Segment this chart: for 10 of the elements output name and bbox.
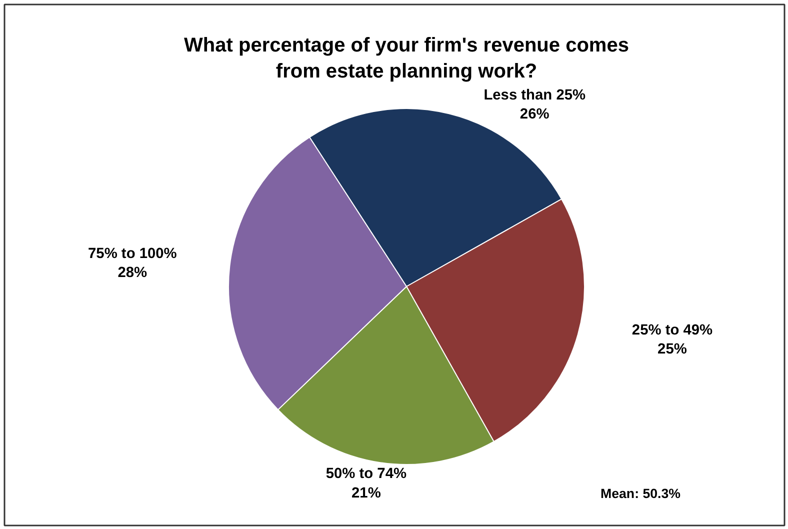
text: Mean: 50.3% — [600, 486, 681, 501]
slice-label: 75% to 100% — [88, 246, 177, 262]
chart-title: What percentage of your firm's revenue comes from estate planning work? — [184, 34, 629, 83]
data-label: 25% — [658, 342, 687, 358]
data-label: 26% — [520, 106, 550, 122]
slice-label: 25% to 49% — [632, 322, 713, 339]
data-label: 28% — [118, 265, 148, 282]
data-label: 21% — [352, 485, 381, 502]
slice-label: 50% to 74% — [326, 466, 407, 482]
slice-label: Less than 25% — [484, 87, 586, 104]
